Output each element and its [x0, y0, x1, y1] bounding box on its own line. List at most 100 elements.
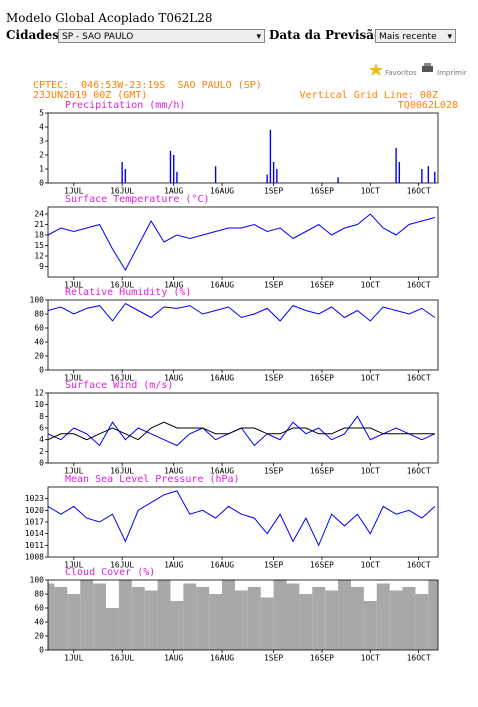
bar	[337, 177, 339, 183]
location: CPTEC: 046:53W-23:19S SAO PAULO (SP)	[33, 80, 262, 91]
plot-frame	[47, 392, 439, 464]
y-tick-label: 80	[34, 310, 44, 319]
y-tick-label: 2	[39, 151, 44, 160]
line	[47, 421, 435, 441]
y-tick-label: 6	[39, 424, 44, 433]
favorites-link[interactable]: Favoritos	[385, 69, 417, 77]
x-tick-label: 1OCT	[361, 654, 380, 663]
bar	[173, 155, 175, 183]
bar	[434, 171, 436, 183]
bar	[176, 171, 178, 183]
x-tick-label: 16AUG	[210, 654, 234, 663]
plot-frame	[47, 299, 439, 371]
y-tick-label: 1008	[25, 553, 44, 562]
x-tick-label: 16JUL	[110, 654, 134, 663]
area-bar	[196, 587, 210, 650]
print-link[interactable]: Imprimir	[437, 69, 467, 77]
y-tick-label: 1011	[25, 541, 44, 550]
star-icon	[369, 63, 383, 76]
area-bar	[106, 608, 119, 650]
city-label: Cidades:	[6, 28, 64, 42]
y-tick-label: 9	[39, 262, 44, 271]
plot-frame	[47, 579, 439, 651]
x-tick-label: 1JUL	[64, 467, 83, 476]
date-select[interactable]: Mais recente	[375, 29, 456, 44]
x-tick-label: 16SEP	[310, 467, 334, 476]
print-icon	[422, 66, 433, 72]
x-tick-label: 16OCT	[407, 654, 431, 663]
x-tick-label: 1JUL	[64, 561, 83, 570]
run-date: 23JUN2019 00Z (GMT)	[33, 90, 147, 101]
area-bar	[389, 590, 403, 650]
area-bar	[415, 594, 429, 650]
x-tick-label: 16JUL	[110, 281, 134, 290]
panel-title: Precipitation (mm/h)	[65, 100, 185, 111]
x-tick-label: 1SEP	[264, 374, 283, 383]
x-tick-label: 1OCT	[361, 374, 380, 383]
area-bar	[234, 590, 248, 650]
area-bar	[131, 587, 145, 650]
y-tick-label: 1017	[25, 518, 44, 527]
bar	[276, 169, 278, 183]
y-tick-label: 15	[34, 241, 44, 250]
panel-title: Surface Temperature (°C)	[65, 194, 210, 205]
x-tick-label: 1JUL	[64, 374, 83, 383]
x-tick-label: 1OCT	[361, 467, 380, 476]
x-tick-label: 16SEP	[310, 281, 334, 290]
x-tick-label: 1JUL	[64, 187, 83, 196]
x-tick-label: 16AUG	[210, 374, 234, 383]
area-bar	[312, 587, 326, 650]
panel-title: Surface Wind (m/s)	[65, 380, 173, 391]
bar	[398, 162, 401, 183]
x-tick-label: 16OCT	[407, 187, 431, 196]
x-tick-label: 16OCT	[407, 561, 431, 570]
area-bar	[93, 583, 107, 650]
y-tick-label: 18	[34, 231, 44, 240]
plot-frame	[47, 206, 439, 278]
y-tick-label: 5	[39, 109, 44, 118]
area-bar	[325, 590, 339, 650]
y-tick-label: 3	[39, 137, 44, 146]
print-icon-top	[424, 63, 431, 66]
y-tick-label: 60	[34, 324, 44, 333]
x-tick-label: 16AUG	[210, 467, 234, 476]
area-bar	[183, 583, 197, 650]
x-tick-label: 16AUG	[210, 561, 234, 570]
city-select[interactable]: SP - SAO PAULO	[58, 29, 265, 44]
y-tick-label: 0	[39, 179, 44, 188]
y-tick-label: 4	[39, 435, 44, 444]
area-bar	[144, 590, 158, 650]
x-tick-label: 1JUL	[64, 281, 83, 290]
x-tick-label: 16SEP	[310, 561, 334, 570]
area-bar	[67, 594, 81, 650]
area-bar	[273, 580, 287, 650]
area-bar	[350, 587, 364, 650]
area-bar	[48, 583, 55, 650]
x-tick-label: 16AUG	[210, 281, 234, 290]
x-tick-label: 16JUL	[110, 467, 134, 476]
y-tick-label: 20	[34, 632, 44, 641]
area-bar	[299, 594, 313, 650]
bar	[266, 174, 268, 183]
bar	[124, 169, 127, 183]
x-tick-label: 16JUL	[110, 187, 134, 196]
x-tick-label: 1SEP	[264, 467, 283, 476]
page-title: Modelo Global Acoplado T062L28	[6, 11, 213, 25]
area-bar	[286, 583, 300, 650]
panel-title: Cloud Cover (%)	[65, 567, 155, 578]
plot-frame	[47, 112, 439, 184]
y-tick-label: 1020	[25, 506, 44, 515]
y-tick-label: 60	[34, 604, 44, 613]
x-tick-label: 1OCT	[361, 187, 380, 196]
y-tick-label: 40	[34, 338, 44, 347]
x-tick-label: 1AUG	[164, 374, 183, 383]
y-tick-label: 0	[39, 366, 44, 375]
x-tick-label: 16OCT	[407, 374, 431, 383]
x-tick-label: 1SEP	[264, 281, 283, 290]
area-bar	[170, 601, 184, 650]
y-tick-label: 40	[34, 618, 44, 627]
bar	[269, 129, 272, 183]
bar	[169, 150, 172, 183]
